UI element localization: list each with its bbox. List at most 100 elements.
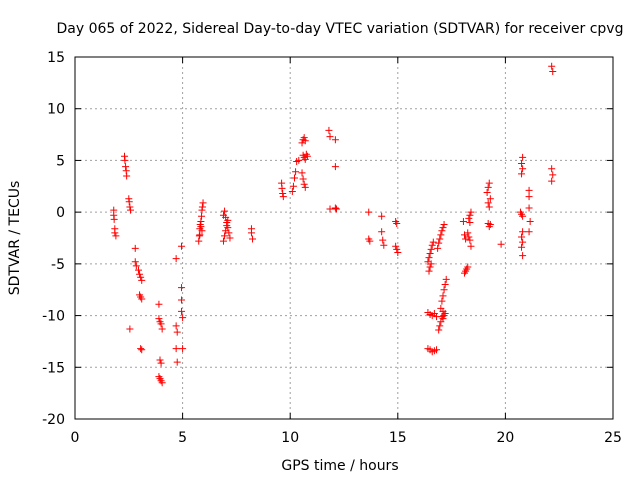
x-tick-label: 15 (389, 430, 407, 446)
data-point (325, 126, 333, 134)
data-point (518, 160, 526, 168)
data-point (548, 62, 556, 70)
data-point (219, 237, 227, 245)
data-point (222, 213, 230, 221)
data-points (110, 62, 557, 387)
data-point (326, 205, 334, 213)
data-point (526, 217, 534, 225)
data-point (112, 232, 120, 240)
data-point (519, 153, 527, 161)
data-point (157, 359, 165, 367)
data-point (518, 243, 526, 251)
data-point (179, 345, 187, 353)
data-point (525, 193, 533, 201)
data-point (158, 325, 166, 333)
data-point (366, 237, 374, 245)
y-tick-label: 10 (47, 102, 65, 118)
data-point (178, 296, 186, 304)
data-point (198, 212, 206, 220)
data-point (379, 236, 387, 244)
data-point (441, 310, 449, 318)
data-point (279, 193, 287, 201)
data-point (525, 204, 533, 212)
data-point (198, 203, 206, 211)
data-point (131, 258, 139, 266)
x-tick-label: 10 (281, 430, 299, 446)
x-tick-label: 0 (71, 430, 80, 446)
data-point (380, 241, 388, 249)
data-point (224, 224, 232, 232)
data-point (132, 262, 140, 270)
data-point (433, 346, 441, 354)
data-point (289, 182, 297, 190)
data-point (428, 241, 436, 249)
data-point (156, 356, 164, 364)
data-point (278, 184, 286, 192)
data-point (484, 199, 492, 207)
data-point (378, 228, 386, 236)
data-point (127, 206, 135, 214)
data-point (436, 322, 444, 330)
data-point (484, 183, 492, 191)
y-tick-label: 0 (56, 205, 65, 221)
data-point (465, 214, 473, 222)
y-tick-label: -15 (42, 360, 65, 376)
data-point (486, 221, 494, 229)
data-point (326, 133, 334, 141)
data-point (438, 227, 446, 235)
data-point (426, 250, 434, 258)
data-point (173, 328, 181, 336)
y-tick-label: -5 (51, 257, 65, 273)
data-point (519, 212, 527, 220)
data-point (249, 235, 257, 243)
data-point (436, 235, 444, 243)
data-point (173, 358, 181, 366)
data-point (300, 134, 308, 142)
data-point (548, 177, 556, 185)
data-point (288, 187, 296, 195)
data-point (427, 245, 435, 253)
data-point (437, 231, 445, 239)
data-point (518, 170, 526, 178)
data-point (221, 232, 229, 240)
data-point (226, 234, 234, 242)
y-tick-label: -20 (42, 412, 65, 428)
data-point (483, 188, 491, 196)
data-point (393, 245, 401, 253)
data-point (427, 260, 435, 268)
data-point (134, 266, 142, 274)
data-point (298, 169, 306, 177)
data-point (301, 137, 309, 145)
data-point (519, 228, 527, 236)
data-point (303, 152, 311, 160)
data-point (199, 199, 207, 207)
data-point (172, 255, 180, 263)
data-point (441, 281, 449, 289)
data-point (295, 156, 303, 164)
data-point (435, 326, 443, 334)
axis-ticks (74, 56, 614, 420)
data-point (331, 136, 339, 144)
data-point (155, 315, 163, 323)
data-point (331, 204, 339, 212)
data-point (365, 208, 373, 216)
data-point (138, 295, 146, 303)
data-point (195, 237, 203, 245)
data-point (247, 229, 255, 237)
data-point (467, 208, 475, 216)
data-point (123, 172, 131, 180)
data-point (426, 263, 434, 271)
data-point (485, 179, 493, 187)
data-point (439, 224, 447, 232)
data-point (466, 236, 474, 244)
data-point (179, 314, 187, 322)
data-point (158, 379, 166, 387)
tick-labels: 0 5 10 15 20 25 -20 -15 -10 -5 0 5 10 15 (42, 50, 622, 446)
data-point (137, 345, 145, 353)
data-point (125, 198, 133, 206)
data-point (466, 211, 474, 219)
data-point (525, 186, 533, 194)
data-point (548, 165, 556, 173)
y-tick-label: 15 (47, 50, 65, 66)
data-point (172, 345, 180, 353)
